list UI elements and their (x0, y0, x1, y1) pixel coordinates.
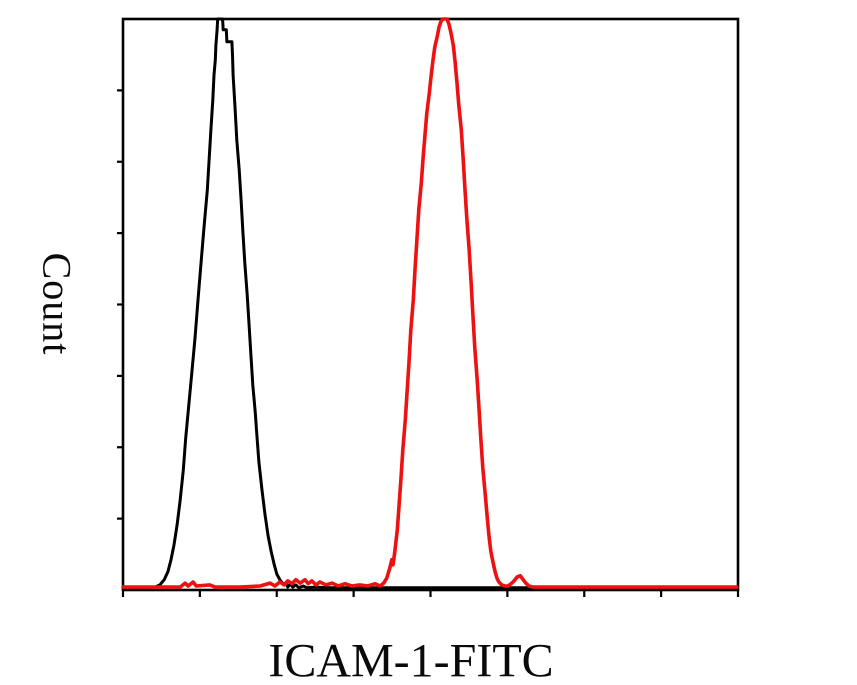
red-histogram-right-peak (121, 17, 739, 589)
black-histogram-left-peak (121, 17, 739, 590)
y-axis-label: Count (34, 252, 80, 356)
x-axis-label: ICAM-1-FITC (268, 634, 554, 685)
axis-frame (121, 17, 740, 592)
